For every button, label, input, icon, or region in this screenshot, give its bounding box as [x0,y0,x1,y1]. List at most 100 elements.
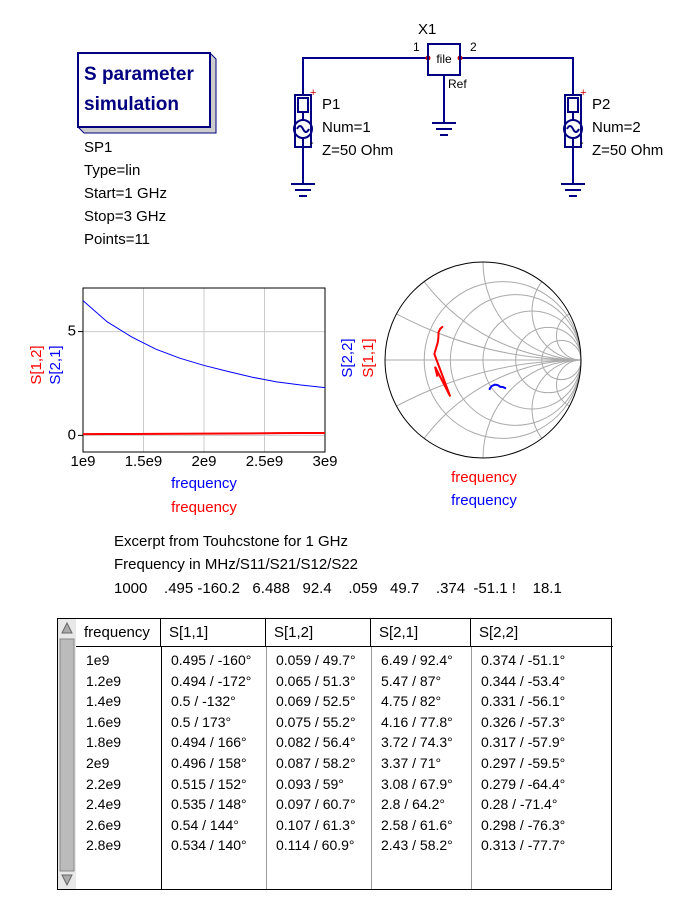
column-header[interactable]: S[2,1] [371,619,471,647]
scroll-down[interactable] [61,874,73,887]
scrollbar[interactable] [58,619,76,889]
sub-label: file [436,52,452,66]
axis-label: S[1,1] [360,338,377,377]
y-tick-label: 0 [68,426,76,443]
table-cell: 0.114 / 60.9° [276,837,355,854]
column-divider [266,647,267,889]
note-line: Excerpt from Touhcstone for 1 GHz [114,533,348,550]
table-cell: 0.107 / 61.3° [276,816,356,833]
sim-prop: Type=lin [84,162,140,179]
x-tick-label: 2.5e9 [246,453,284,470]
port-plus: + [580,87,586,99]
port-resistor [297,97,309,113]
port-minus: - [580,137,584,149]
table-cell: 1.6e9 [86,713,122,730]
table-cell: 0.097 / 60.7° [276,796,356,813]
table-cell: 3.72 / 74.3° [381,734,453,751]
port-minus: - [310,137,314,149]
table-cell: 3.08 / 67.9° [381,775,453,792]
smith-x-arc [556,359,581,410]
table-cell: 0.494 / -172° [171,672,252,689]
table-cell: 1.2e9 [86,672,122,689]
table-cell: 0.075 / 55.2° [276,713,356,730]
port-prop: Z=50 Ohm [592,142,663,159]
table-cell: 0.298 / -76.3° [481,816,566,833]
smith-x-arc [531,359,581,458]
sim-prop: Start=1 GHz [84,185,167,202]
table-cell: 4.75 / 82° [381,693,442,710]
table-cell: 1e9 [86,652,110,668]
y-axis-label: S[2,1] [47,345,64,384]
port-plus: + [310,87,316,99]
x-tick-label: 2e9 [191,453,216,470]
port[interactable] [293,94,313,148]
column-divider [161,647,162,889]
port-sine [566,125,580,133]
note-line: 1000 .495 -160.2 6.488 92.4 .059 49.7 .3… [114,580,562,597]
table-cell: 0.313 / -77.7° [481,837,566,854]
column-header[interactable]: S[2,2] [471,619,613,647]
port-sine [296,125,310,133]
scroll-thumb[interactable] [59,638,75,872]
table-cell: 0.535 / 148° [171,796,247,813]
pin-label: 1 [413,40,420,54]
port-prop: Num=2 [592,119,641,136]
table-cell: 0.374 / -51.1° [481,652,566,668]
column-divider [471,647,472,889]
series-line [488,383,507,391]
series-line [82,300,326,389]
result-table[interactable]: frequency S[1,1] S[1,2] S[2,1] S[2,2] 1e9 0.49… [57,618,613,890]
table-cell: 1.8e9 [86,734,122,751]
table-cell: 4.16 / 77.8° [381,713,453,730]
column-header[interactable]: S[1,1] [161,619,266,647]
wire [460,57,574,95]
column-header[interactable]: S[1,2] [266,619,371,647]
table-cell: 0.065 / 51.3° [276,672,356,689]
subcircuit[interactable] [427,43,461,76]
smith-x-arc [385,262,581,361]
scroll-up[interactable] [61,621,73,634]
x-tick-label: 3e9 [312,453,337,470]
table-cell: 0.093 / 59° [276,775,344,792]
smith-grid [385,262,581,458]
port-resistor [567,97,579,113]
column-header[interactable]: frequency [76,619,161,647]
column-divider [371,647,372,889]
table-cell: 0.5 / 173° [171,713,232,730]
smith-x-arc [482,262,581,361]
port-prop: Z=50 Ohm [322,142,393,159]
y-axis-label: S[1,2] [28,345,45,384]
table-cell: 0.059 / 49.7° [276,652,356,668]
table-cell: 0.087 / 58.2° [276,755,356,771]
ref-label: Ref [448,77,467,91]
smith-x-arc [556,310,581,361]
sim-box[interactable] [77,52,211,128]
table-cell: 2.2e9 [86,775,122,792]
sim-title: simulation [84,94,179,115]
smith-frame [384,261,582,459]
x-axis-label: frequency [171,475,237,492]
port-name: P2 [592,96,610,113]
table-cell: 0.495 / -160° [171,652,252,668]
table-cell: 0.344 / -53.4° [481,672,566,689]
table-cell: 0.494 / 166° [171,734,247,751]
port[interactable] [563,94,583,148]
smith-x-arc [482,359,581,458]
plot-frame [82,287,326,453]
table-cell: 2.58 / 61.6° [381,816,453,833]
table-cell: 0.54 / 144° [171,816,239,833]
table-cell: 2e9 [86,755,110,771]
table-cell: 6.49 / 92.4° [381,652,453,668]
table-cell: 0.534 / 140° [171,837,247,854]
table-cell: 3.37 / 71° [381,755,442,771]
series-line [433,325,452,397]
port-prop: Num=1 [322,119,371,136]
x-axis-label: frequency [451,469,517,486]
table-cell: 1.4e9 [86,693,122,710]
table-cell: 2.6e9 [86,816,122,833]
x-axis-label: frequency [171,499,237,516]
table-cell: 0.297 / -59.5° [481,755,566,771]
table-cell: 2.4e9 [86,796,122,813]
sim-title: S parameter [84,64,194,85]
